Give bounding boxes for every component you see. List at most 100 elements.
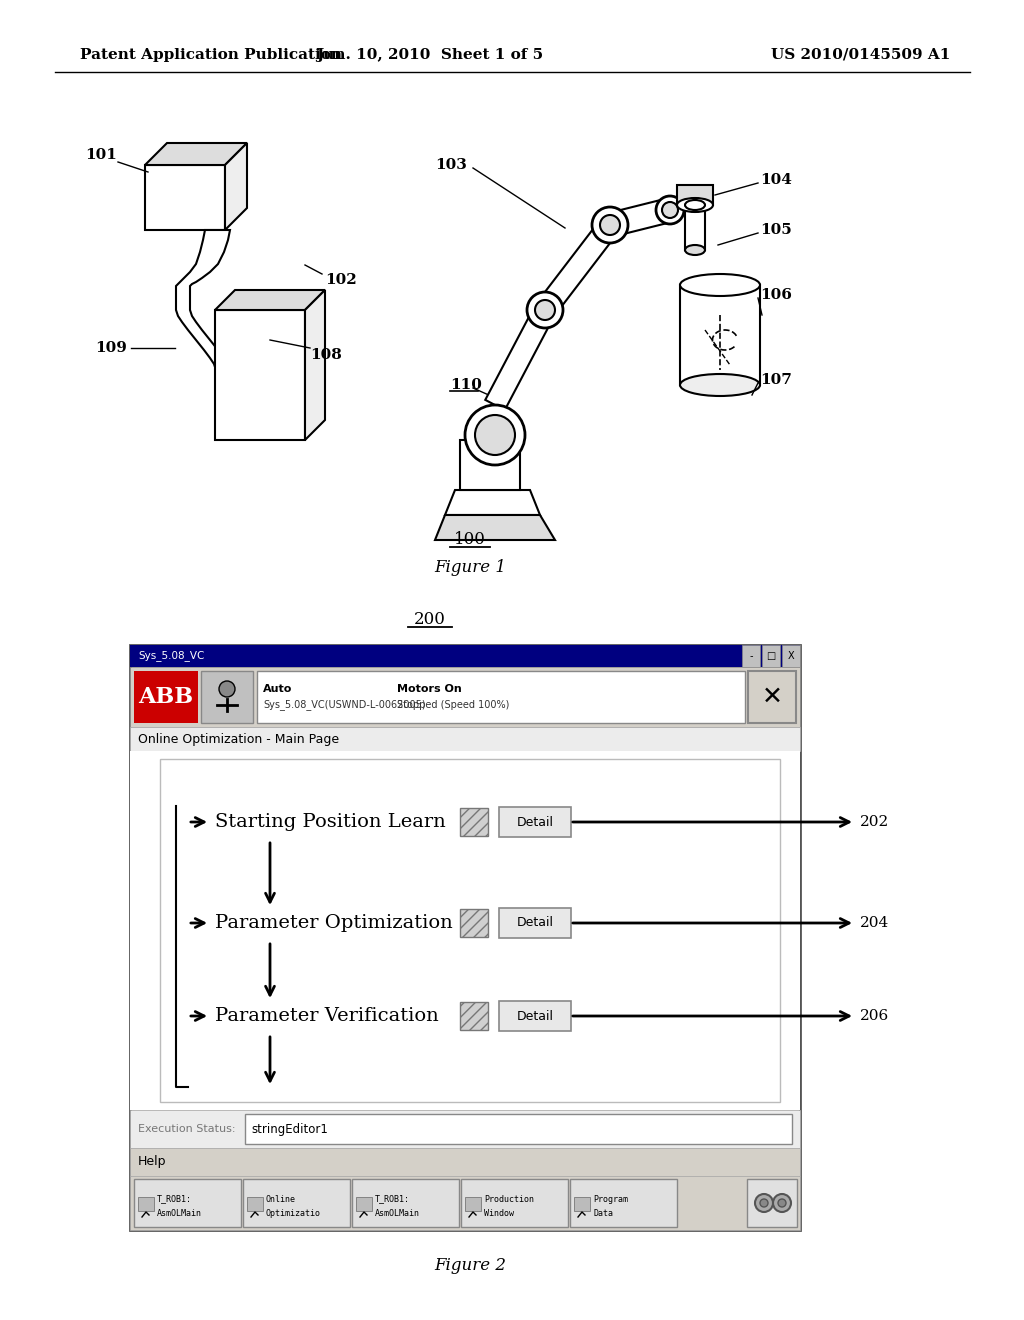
Ellipse shape [677,198,713,213]
Polygon shape [435,515,555,540]
Bar [257,671,745,723]
Polygon shape [215,290,325,310]
Text: Stopped (Speed 100%): Stopped (Speed 100%) [397,700,509,710]
Bar [245,1114,792,1144]
Polygon shape [225,143,247,230]
Text: Parameter Optimization: Parameter Optimization [215,913,453,932]
FancyBboxPatch shape [461,1179,568,1228]
Bar [145,165,225,230]
Circle shape [219,681,234,697]
Bar [748,671,796,723]
Circle shape [773,1195,791,1212]
Circle shape [465,405,525,465]
Text: 108: 108 [310,348,342,362]
Polygon shape [485,305,555,411]
Circle shape [592,207,628,243]
Text: Parameter Verification: Parameter Verification [215,1007,438,1026]
Bar [134,671,198,723]
Circle shape [656,195,684,224]
Circle shape [535,300,555,319]
Text: 200: 200 [414,611,445,628]
Bar [215,310,305,440]
Bar [130,1148,800,1176]
Circle shape [755,1195,773,1212]
Text: 109: 109 [95,341,127,355]
Text: ✕: ✕ [762,685,782,709]
Ellipse shape [685,201,705,210]
Bar [130,1110,800,1148]
Bar [680,285,760,385]
Text: Sys_5.08_VC(USWND-L-0062005): Sys_5.08_VC(USWND-L-0062005) [263,700,426,710]
Bar [130,645,800,667]
Text: T_ROB1:: T_ROB1: [157,1195,193,1204]
Circle shape [600,215,620,235]
Polygon shape [305,290,325,440]
FancyBboxPatch shape [499,807,571,837]
Bar [460,808,488,836]
Bar [130,667,800,727]
FancyBboxPatch shape [499,908,571,939]
Text: Online Optimization - Main Page: Online Optimization - Main Page [138,733,339,746]
Text: 106: 106 [760,288,792,302]
Text: X: X [787,651,795,661]
Text: Sys_5.08_VC: Sys_5.08_VC [138,651,205,661]
Text: 206: 206 [860,1008,889,1023]
Bar [742,645,760,667]
Bar [201,671,253,723]
Bar [356,1197,372,1210]
Text: Detail: Detail [516,1010,554,1023]
Text: 102: 102 [325,273,356,286]
FancyBboxPatch shape [352,1179,459,1228]
Bar [460,440,520,490]
Ellipse shape [685,246,705,255]
Text: ABB: ABB [138,686,194,708]
Text: 107: 107 [760,374,792,387]
Polygon shape [607,198,673,236]
Text: Production: Production [484,1195,534,1204]
Circle shape [778,1199,786,1206]
Text: T_ROB1:: T_ROB1: [375,1195,410,1204]
Text: Auto: Auto [263,684,293,694]
Text: Motors On: Motors On [397,684,462,694]
Bar [460,909,488,937]
Bar [130,1176,800,1230]
Text: -: - [750,651,753,661]
Text: Help: Help [138,1155,167,1168]
Text: 100: 100 [454,532,486,549]
Ellipse shape [680,275,760,296]
Polygon shape [537,218,618,317]
Polygon shape [445,490,540,515]
Polygon shape [145,143,247,165]
Text: Data: Data [593,1209,613,1217]
Bar [130,645,800,1230]
Text: Online: Online [266,1195,296,1204]
FancyBboxPatch shape [499,1001,571,1031]
Bar [160,759,780,1102]
Text: 110: 110 [450,378,482,392]
Circle shape [760,1199,768,1206]
Circle shape [662,202,678,218]
Bar [762,645,780,667]
Text: Patent Application Publication: Patent Application Publication [80,48,342,62]
Bar [130,727,800,751]
Text: 101: 101 [85,148,117,162]
Bar [574,1197,590,1210]
Ellipse shape [680,374,760,396]
Text: 204: 204 [860,916,889,931]
Text: Detail: Detail [516,916,554,929]
Bar [247,1197,263,1210]
Text: Detail: Detail [516,816,554,829]
Circle shape [527,292,563,327]
Text: Figure 1: Figure 1 [434,560,506,577]
FancyBboxPatch shape [134,1179,241,1228]
Text: 105: 105 [760,223,792,238]
Text: stringEditor1: stringEditor1 [251,1122,328,1135]
Bar [677,185,713,205]
Text: 104: 104 [760,173,792,187]
Text: 202: 202 [860,814,889,829]
Bar [685,205,705,249]
Text: Window: Window [484,1209,514,1217]
Text: Starting Position Learn: Starting Position Learn [215,813,445,832]
Text: Figure 2: Figure 2 [434,1257,506,1274]
FancyBboxPatch shape [570,1179,677,1228]
